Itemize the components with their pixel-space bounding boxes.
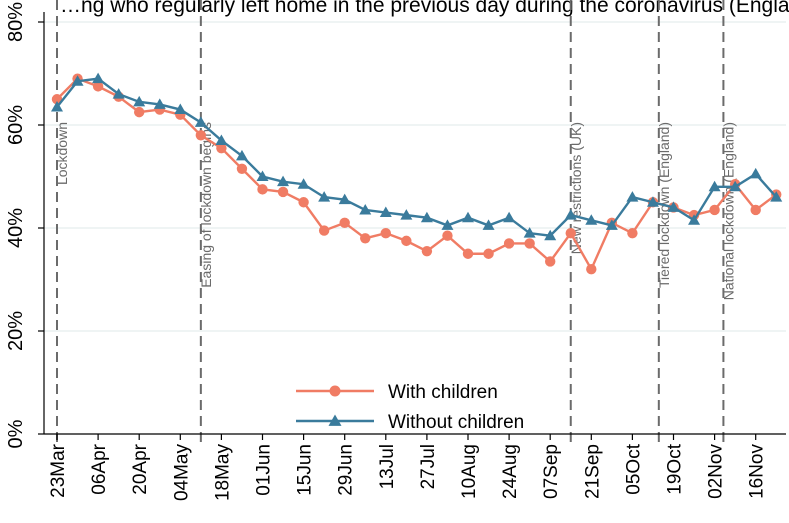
data-point bbox=[462, 248, 474, 259]
data-point bbox=[709, 204, 720, 216]
data-point bbox=[256, 170, 269, 181]
data-point bbox=[544, 229, 557, 241]
data-point bbox=[586, 264, 597, 275]
data-point bbox=[194, 116, 207, 127]
data-point bbox=[215, 134, 228, 145]
y-tick-label: 40% bbox=[5, 208, 27, 248]
legend-marker bbox=[329, 385, 341, 397]
data-point bbox=[564, 209, 577, 220]
data-point bbox=[257, 184, 268, 195]
data-point bbox=[379, 206, 392, 218]
data-point bbox=[318, 191, 331, 202]
data-point bbox=[71, 75, 84, 86]
data-point bbox=[92, 72, 105, 84]
data-point bbox=[216, 142, 227, 154]
x-tick-label: 10Aug bbox=[459, 444, 480, 499]
data-point bbox=[236, 163, 248, 174]
data-point bbox=[235, 149, 248, 161]
series-layer bbox=[51, 72, 783, 275]
x-tick-label: 20Apr bbox=[130, 443, 151, 494]
data-point bbox=[277, 175, 290, 187]
data-point bbox=[545, 256, 556, 267]
x-tick-label: 06Apr bbox=[89, 443, 110, 494]
y-tick-label: 0% bbox=[5, 419, 27, 448]
event-label: New restrictions (UK) bbox=[568, 122, 584, 254]
data-point bbox=[380, 227, 391, 239]
data-point bbox=[442, 230, 453, 241]
y-tick-label: 20% bbox=[5, 311, 27, 351]
event-label: Easing of lockdown begins bbox=[198, 122, 214, 288]
y-tick-label: 80% bbox=[5, 2, 27, 42]
data-point bbox=[400, 209, 413, 220]
data-point bbox=[749, 167, 762, 179]
x-tick-label: 01Jun bbox=[254, 444, 275, 496]
x-tick-label: 05Oct bbox=[623, 443, 644, 494]
data-point bbox=[503, 238, 515, 249]
x-tick-label: 23Mar bbox=[48, 443, 69, 498]
data-point bbox=[523, 227, 536, 238]
legend: With children Without children bbox=[296, 382, 524, 433]
data-point bbox=[339, 217, 350, 229]
data-point bbox=[401, 235, 412, 247]
data-point bbox=[277, 186, 289, 198]
x-tick-label: 21Sep bbox=[582, 444, 603, 499]
data-point bbox=[646, 196, 659, 207]
x-tick-label: 02Nov bbox=[706, 444, 727, 499]
data-point bbox=[174, 103, 187, 115]
x-tick-label: 24Aug bbox=[500, 444, 521, 499]
gridlines bbox=[44, 21, 786, 332]
data-point bbox=[524, 238, 535, 249]
data-point bbox=[462, 211, 474, 223]
legend-marker bbox=[328, 414, 342, 426]
event-label: Lockdown bbox=[54, 122, 70, 185]
data-point bbox=[483, 248, 494, 259]
data-point bbox=[565, 227, 576, 239]
x-tick-label: 15Jun bbox=[295, 444, 316, 496]
data-point bbox=[318, 225, 330, 236]
data-point bbox=[708, 180, 721, 192]
data-point bbox=[605, 219, 618, 230]
y-tick-label: 60% bbox=[5, 105, 27, 145]
data-point bbox=[688, 214, 701, 225]
data-point bbox=[420, 211, 433, 223]
x-tick-label: 29Jun bbox=[336, 444, 357, 496]
data-point bbox=[133, 95, 146, 107]
data-point bbox=[298, 197, 309, 208]
x-tick-label: 18May bbox=[212, 444, 233, 502]
x-tick-label: 19Oct bbox=[665, 443, 686, 494]
data-point bbox=[195, 130, 207, 141]
data-point bbox=[503, 211, 516, 223]
data-point bbox=[627, 227, 638, 239]
data-point bbox=[626, 191, 639, 202]
data-point bbox=[482, 219, 495, 230]
legend-label: Without children bbox=[388, 412, 524, 433]
chart-title: …ng who regularly left home in the previ… bbox=[60, 0, 789, 17]
data-point bbox=[51, 100, 63, 112]
data-point bbox=[153, 98, 166, 109]
data-point bbox=[360, 233, 371, 244]
data-point bbox=[421, 245, 433, 257]
data-point bbox=[750, 204, 761, 216]
event-label: National lockdown (England) bbox=[720, 122, 736, 300]
x-tick-label: 27Jul bbox=[418, 444, 439, 489]
data-point bbox=[92, 81, 104, 92]
axes: 0% 20% 40% 60% 80% 23Mar 06Apr 20Apr 04May 18May 0… bbox=[5, 2, 786, 501]
data-point bbox=[359, 203, 372, 215]
x-tick-label: 07Sep bbox=[541, 444, 562, 499]
data-point bbox=[297, 178, 310, 189]
data-point bbox=[770, 191, 783, 202]
event-markers: Lockdown Easing of lockdown begins New res… bbox=[54, 0, 736, 448]
data-point bbox=[667, 201, 680, 212]
legend-label: With children bbox=[388, 382, 498, 403]
data-point bbox=[134, 106, 145, 118]
data-point bbox=[112, 88, 125, 99]
x-tick-label: 16Nov bbox=[747, 444, 768, 499]
data-point bbox=[441, 219, 454, 230]
x-tick-label: 13Jul bbox=[377, 444, 398, 489]
data-point bbox=[338, 193, 351, 205]
data-point bbox=[585, 214, 598, 225]
x-tick-label: 04May bbox=[171, 444, 192, 502]
data-point bbox=[729, 180, 742, 192]
